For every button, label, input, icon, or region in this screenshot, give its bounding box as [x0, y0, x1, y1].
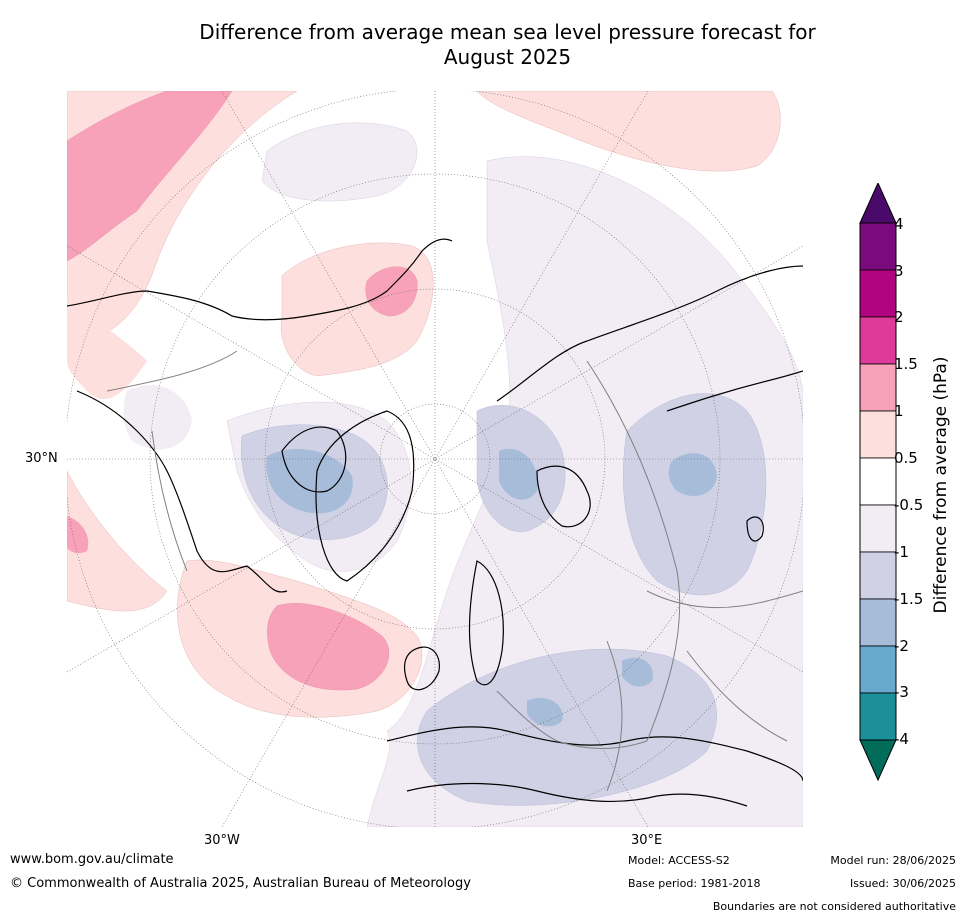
colorbar-over-arrow [859, 183, 897, 224]
positive-anomaly-core [365, 266, 418, 317]
greenland-coast [315, 410, 415, 582]
north-america-coast [67, 238, 453, 321]
positive-anomaly-region [67, 470, 168, 612]
pressure-anomaly-map [67, 91, 803, 827]
positive-anomaly-core [67, 516, 89, 554]
colorbar-tick: 2 [894, 308, 904, 326]
colorbar-tick: 0.5 [894, 449, 918, 467]
north-america-coast [76, 390, 288, 593]
colorbar-tick: -3 [894, 683, 909, 701]
colorbar-level [859, 598, 897, 647]
colorbar-under-arrow [859, 739, 897, 782]
uk-coast [403, 646, 440, 691]
lon-label-30e: 30°E [631, 833, 663, 848]
lon-label-30w: 30°W [204, 833, 240, 848]
map-title: Difference from average mean sea level p… [60, 20, 955, 70]
model-text: Model: ACCESS-S2 [628, 854, 730, 867]
colorbar-level [859, 316, 897, 365]
copyright-text: © Commonwealth of Australia 2025, Austra… [10, 876, 471, 891]
europe-coast [386, 726, 803, 782]
negative-anomaly-core [622, 657, 653, 687]
scandinavia-coast [468, 560, 504, 686]
colorbar-tick: 1 [894, 402, 904, 420]
negative-anomaly-region [417, 648, 717, 806]
colorbar-level [859, 363, 897, 412]
disclaimer-text: Boundaries are not considered authoritat… [712, 900, 956, 913]
colorbar-level [859, 504, 897, 553]
colorbar-tick: 3 [894, 262, 904, 280]
siberia-coast [666, 370, 803, 412]
graticule [67, 91, 803, 827]
anomaly-shading [67, 91, 803, 827]
colorbar-level [859, 410, 897, 459]
colorbar-level [859, 457, 897, 506]
mediterranean-coast [406, 782, 748, 807]
colorbar-level [859, 551, 897, 600]
colorbar-level [859, 222, 897, 271]
positive-anomaly-region [280, 242, 434, 377]
colorbar-level [859, 269, 897, 318]
negative-anomaly-core [499, 448, 538, 500]
colorbar-title: Difference from average (hPa) [931, 356, 951, 614]
colorbar-level [859, 692, 897, 741]
canadian-archipelago-coast [281, 426, 347, 493]
eurasia-coast [536, 465, 591, 528]
colorbar [859, 183, 897, 782]
positive-anomaly-core [67, 91, 233, 262]
colorbar-tick: -1.5 [894, 590, 924, 608]
title-line-2: August 2025 [443, 45, 572, 69]
coastlines [67, 238, 803, 807]
lat-label-30n: 30°N [25, 451, 58, 466]
colorbar-tick: -4 [894, 730, 909, 748]
colorbar-tick: 1.5 [894, 355, 918, 373]
negative-anomaly-region [123, 385, 192, 450]
positive-anomaly-region [67, 301, 147, 400]
negative-anomaly-region [261, 122, 418, 202]
colorbar-tick: 4 [894, 215, 904, 233]
eurasia-coast [496, 265, 803, 402]
issued-text: Issued: 30/06/2025 [849, 877, 956, 890]
positive-anomaly-core [267, 603, 390, 691]
colorbar-tick: -0.5 [894, 496, 924, 514]
kamchatka-coast [746, 516, 764, 542]
negative-anomaly-core [266, 448, 353, 514]
title-line-1: Difference from average mean sea level p… [199, 20, 816, 44]
colorbar-tick: -1 [894, 543, 909, 561]
website-link[interactable]: www.bom.gov.au/climate [10, 852, 174, 867]
positive-anomaly-region [476, 91, 781, 172]
negative-anomaly-core [527, 697, 563, 727]
colorbar-tick: -2 [894, 637, 909, 655]
negative-anomaly-core [668, 453, 717, 496]
base-period-text: Base period: 1981-2018 [628, 877, 761, 890]
model-run-text: Model run: 28/06/2025 [830, 854, 956, 867]
colorbar-level [859, 645, 897, 694]
country-boundaries [106, 350, 803, 792]
